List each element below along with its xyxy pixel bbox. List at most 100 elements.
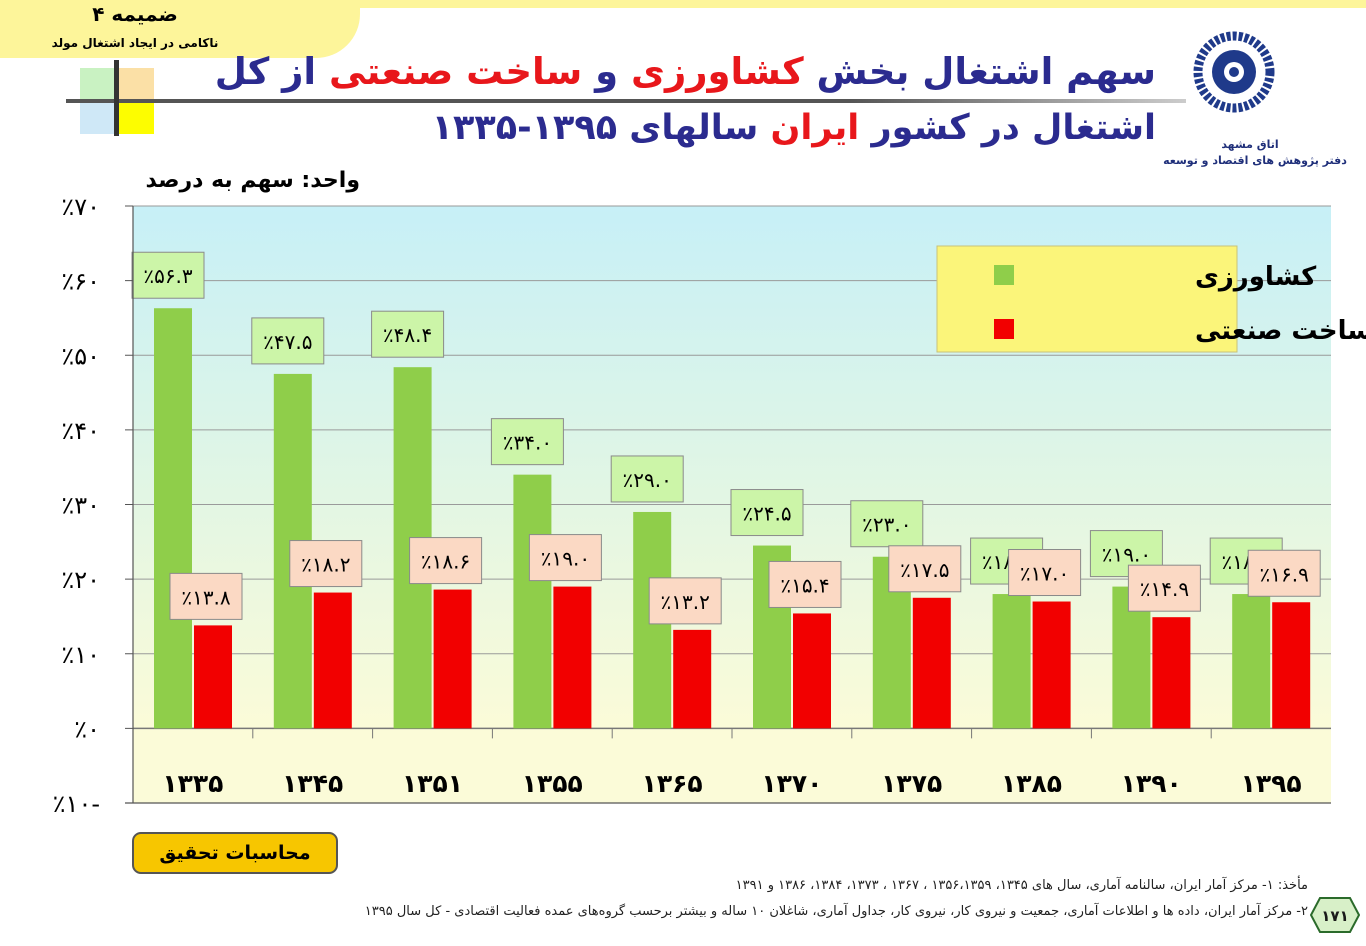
- page-title-line2: اشتغال در کشور ایران سالهای ۱۳۹۵-۱۳۳۵: [432, 108, 1156, 148]
- bar-industry-7: [1032, 601, 1071, 729]
- logo-caption-city: اتاق مشهد: [1221, 138, 1279, 151]
- bar-agriculture-3: [513, 474, 552, 729]
- bar-industry-4: [673, 629, 712, 729]
- chamber-logo: [1193, 31, 1275, 113]
- data-label-industry-1-box: [289, 540, 363, 588]
- data-label-industry-1: ٪۱۸.۲: [301, 553, 350, 577]
- source-line-2: ۲- مرکز آمار ایران، داده ها و اطلاعات آم…: [364, 904, 1308, 919]
- title_line1-segment-3: ساخت صنعتی: [328, 50, 583, 93]
- data-label-industry-0: ٪۱۳.۸: [181, 585, 231, 609]
- bar-industry-9: [1272, 602, 1311, 729]
- calc-badge: محاسبات تحقیق: [132, 832, 338, 874]
- deco-square-yellow: [118, 102, 154, 134]
- top-band: [0, 0, 1366, 8]
- title-rule: [66, 99, 1186, 103]
- legend-swatch-0: [994, 265, 1014, 285]
- data-label-agriculture-5-box: [730, 489, 804, 537]
- y-tick-label: ٪۳۰: [61, 492, 100, 520]
- legend-swatch-1: [994, 319, 1014, 339]
- data-label-agriculture-6: ٪۲۳.۰: [862, 513, 911, 537]
- x-tick-label: ۱۳۹۰: [1121, 769, 1182, 798]
- bar-industry-6: [912, 597, 951, 729]
- data-label-industry-4-box: [648, 577, 722, 625]
- bar-industry-8: [1152, 617, 1191, 729]
- x-tick-label: ۱۳۹۵: [1241, 769, 1302, 798]
- logo-caption-office: دفتر پژوهش های اقتصاد و توسعه: [1163, 154, 1347, 167]
- data-label-agriculture-2: ٪۴۸.۴: [383, 323, 432, 347]
- bar-agriculture-0: [154, 308, 192, 729]
- data-label-industry-5-box: [768, 560, 842, 608]
- chart-unit-label: واحد: سهم به درصد: [145, 168, 361, 193]
- x-tick-label: ۱۳۷۰: [761, 769, 822, 798]
- data-label-agriculture-2-box: [371, 310, 445, 358]
- y-tick-label: ٪۰: [74, 715, 100, 743]
- title_line2-segment-0: اشتغال در کشور: [859, 108, 1156, 148]
- x-tick-label: ۱۳۷۵: [881, 769, 942, 798]
- data-label-industry-4: ٪۱۳.۲: [661, 590, 710, 614]
- data-label-agriculture-5: ٪۲۴.۵: [742, 502, 791, 526]
- cross-rule: [114, 60, 119, 136]
- annex-title: ضمیمه ۴: [92, 2, 178, 26]
- data-label-agriculture-0-box: [131, 251, 205, 299]
- data-label-agriculture-0: ٪۵۶.۳: [143, 264, 193, 288]
- y-tick-label: ٪۷۰: [61, 193, 100, 221]
- legend-label-0: کشاورزی: [1195, 262, 1317, 292]
- deco-square-blue: [80, 102, 116, 134]
- negative-band: [133, 729, 1331, 803]
- data-label-agriculture-3-box: [490, 418, 564, 466]
- title_line2-segment-2: سالهای ۱۳۹۵-۱۳۳۵: [431, 108, 771, 148]
- data-label-industry-6-box: [888, 545, 962, 593]
- title_line1-segment-1: کشاورزی: [631, 50, 804, 93]
- y-tick-label: ٪۱۰-: [53, 790, 100, 818]
- bar-agriculture-9: [1232, 594, 1271, 729]
- data-label-industry-2-box: [409, 537, 483, 585]
- data-label-industry-5: ٪۱۵.۴: [780, 573, 829, 597]
- data-label-agriculture-3: ٪۳۴.۰: [503, 431, 552, 455]
- y-tick-label: ٪۶۰: [61, 268, 100, 296]
- bar-industry-5: [793, 613, 831, 729]
- x-tick-label: ۱۳۶۵: [642, 769, 703, 798]
- legend-label-1: ساخت صنعتی: [1195, 316, 1366, 346]
- x-tick-label: ۱۳۵۱: [402, 769, 463, 798]
- bar-industry-2: [433, 589, 472, 729]
- data-label-industry-9-box: [1247, 549, 1321, 597]
- annex-tab: [0, 0, 360, 58]
- data-label-industry-8-box: [1127, 564, 1201, 612]
- y-tick-label: ٪۱۰: [61, 641, 100, 669]
- title_line1-segment-4: از کل: [214, 50, 329, 93]
- data-label-industry-3: ٪۱۹.۰: [541, 547, 590, 571]
- data-label-industry-9: ٪۱۶.۹: [1260, 562, 1309, 586]
- data-label-industry-0-box: [169, 572, 243, 620]
- data-label-industry-2: ٪۱۸.۶: [421, 550, 470, 574]
- y-tick-label: ٪۵۰: [61, 342, 100, 370]
- annex-subtitle: ناکامی در ایجاد اشتغال مولد: [51, 36, 219, 50]
- data-label-agriculture-1-box: [251, 317, 325, 365]
- data-label-agriculture-4-box: [610, 455, 684, 503]
- data-label-agriculture-8: ٪۱۹.۰: [1102, 543, 1151, 567]
- data-label-agriculture-4: ٪۲۹.۰: [623, 468, 672, 492]
- legend-box: [936, 245, 1238, 353]
- data-label-agriculture-1: ٪۴۷.۵: [263, 330, 312, 354]
- deco-square-green: [80, 68, 116, 100]
- source-line-1: مأخذ: ۱- مرکز آمار ایران، سالنامه آماری،…: [735, 878, 1308, 893]
- x-tick-label: ۱۳۵۵: [522, 769, 583, 798]
- page-number: ۱۷۱: [1321, 907, 1348, 925]
- bar-industry-0: [194, 625, 232, 729]
- x-tick-label: ۱۳۴۵: [282, 769, 343, 798]
- y-tick-label: ٪۴۰: [61, 417, 100, 445]
- data-label-agriculture-6-box: [850, 500, 924, 548]
- x-tick-label: ۱۳۳۵: [162, 769, 223, 798]
- deco-square-orange: [118, 68, 154, 100]
- data-label-industry-7: ٪۱۷.۰: [1020, 562, 1069, 586]
- title_line1-segment-0: سهم اشتغال بخش: [803, 50, 1156, 93]
- bar-industry-3: [553, 586, 592, 729]
- data-label-industry-8: ٪۱۴.۹: [1140, 577, 1189, 601]
- data-label-industry-6: ٪۱۷.۵: [900, 558, 949, 582]
- title_line1-segment-2: و: [582, 50, 632, 93]
- bar-agriculture-7: [992, 594, 1031, 729]
- page-number-badge: ۱۷۱: [1310, 897, 1360, 933]
- bar-industry-1: [313, 592, 352, 729]
- data-label-industry-7-box: [1008, 549, 1082, 597]
- page-title-line1: سهم اشتغال بخش کشاورزی و ساخت صنعتی از ک…: [215, 50, 1156, 93]
